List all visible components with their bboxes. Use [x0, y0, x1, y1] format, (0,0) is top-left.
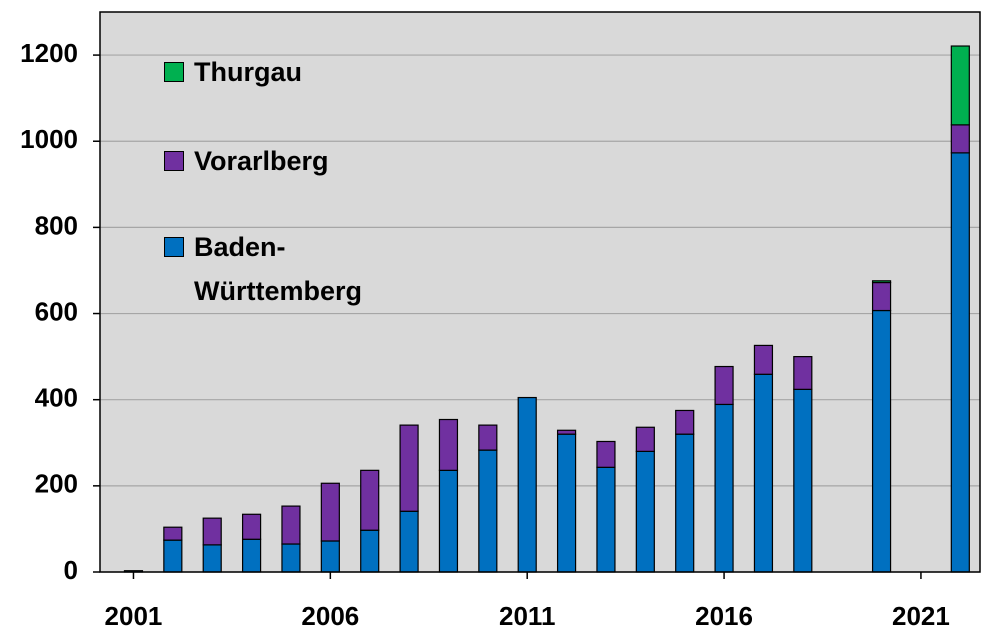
legend-swatch	[164, 237, 184, 257]
x-tick-label: 2021	[892, 601, 950, 631]
bar-segment	[950, 152, 970, 573]
bar-segment	[950, 124, 970, 154]
bar-segment	[871, 281, 892, 312]
plot-area	[100, 12, 980, 572]
legend-label: Vorarlberg	[194, 146, 329, 176]
legend-swatch	[164, 151, 184, 171]
bar-segment	[753, 344, 774, 375]
y-tick-label: 800	[35, 210, 78, 240]
bar-segment	[202, 544, 222, 573]
legend-label: Thurgau	[194, 57, 302, 87]
bar-segment	[163, 539, 183, 573]
bar-segment	[871, 309, 892, 573]
bar-segment	[281, 505, 301, 545]
bar-segment	[635, 426, 655, 452]
bar-segment	[241, 538, 262, 573]
legend-label: Baden- Württemberg	[194, 232, 362, 306]
bar-segment	[556, 433, 577, 573]
bar-segment	[438, 418, 459, 471]
legend-swatch	[164, 62, 184, 82]
y-tick-label: 0	[64, 555, 78, 585]
x-tick-label: 2016	[695, 601, 753, 631]
legend-item: Thurgau	[164, 50, 302, 94]
bar-segment	[871, 280, 892, 284]
bar-segment	[399, 424, 419, 512]
bar-segment	[753, 373, 774, 573]
bar-segment	[320, 482, 340, 542]
x-tick-label: 2001	[105, 601, 163, 631]
bar-segment	[675, 409, 695, 435]
bar-segment	[714, 365, 734, 406]
y-tick-label: 200	[35, 469, 78, 499]
bar-segment	[399, 510, 419, 573]
bar-segment	[793, 388, 813, 573]
y-tick-label: 1200	[20, 38, 78, 68]
bar-segment	[163, 526, 183, 541]
y-tick-label: 1000	[20, 124, 78, 154]
y-tick-label: 600	[35, 296, 78, 326]
y-tick-label: 400	[35, 383, 78, 413]
bar-segment	[635, 450, 655, 573]
bar-segment	[478, 424, 498, 451]
legend-item: Baden- Württemberg	[164, 225, 362, 313]
bar-segment	[438, 469, 459, 573]
bar-segment	[596, 466, 616, 573]
bar-segment	[517, 396, 537, 573]
x-tick-label: 2011	[499, 601, 555, 631]
plot-border	[99, 11, 981, 573]
bar-segment	[281, 543, 301, 573]
bar-segment	[950, 45, 970, 126]
bar-segment	[360, 469, 380, 531]
bar-segment	[675, 433, 695, 573]
bar-segment	[714, 403, 734, 573]
bar-segment	[793, 356, 813, 390]
bar-segment	[241, 513, 262, 540]
bar-segment	[202, 517, 222, 546]
x-tick-label: 2006	[301, 601, 359, 631]
bar-segment	[556, 429, 577, 435]
bar-segment	[320, 540, 340, 573]
bar-segment	[596, 440, 616, 468]
legend-item: Vorarlberg	[164, 139, 329, 183]
bar-segment	[360, 529, 380, 573]
bar-segment	[478, 449, 498, 573]
